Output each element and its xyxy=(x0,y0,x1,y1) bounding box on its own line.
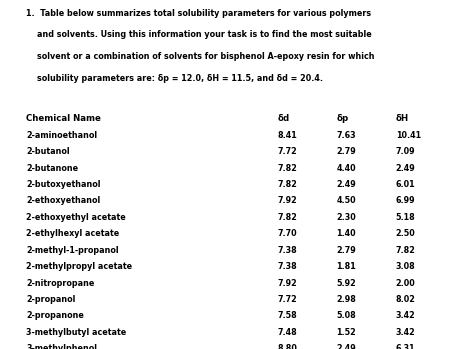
Text: 7.72: 7.72 xyxy=(277,147,297,156)
Text: 7.48: 7.48 xyxy=(277,328,297,337)
Text: 4.50: 4.50 xyxy=(337,196,356,206)
Text: 2-ethylhexyl acetate: 2-ethylhexyl acetate xyxy=(26,229,119,238)
Text: 7.82: 7.82 xyxy=(396,246,416,255)
Text: and solvents. Using this information your task is to find the most suitable: and solvents. Using this information you… xyxy=(26,30,372,39)
Text: solubility parameters are: δp = 12.0, δH = 11.5, and δd = 20.4.: solubility parameters are: δp = 12.0, δH… xyxy=(26,74,323,83)
Text: 7.38: 7.38 xyxy=(277,246,297,255)
Text: 2-nitropropane: 2-nitropropane xyxy=(26,279,94,288)
Text: 2-propanone: 2-propanone xyxy=(26,311,84,320)
Text: 5.18: 5.18 xyxy=(396,213,416,222)
Text: 2.30: 2.30 xyxy=(337,213,356,222)
Text: 6.31: 6.31 xyxy=(396,344,415,349)
Text: 7.58: 7.58 xyxy=(277,311,297,320)
Text: 2.49: 2.49 xyxy=(337,180,356,189)
Text: 7.72: 7.72 xyxy=(277,295,297,304)
Text: 2.49: 2.49 xyxy=(396,164,416,173)
Text: 2-methylpropyl acetate: 2-methylpropyl acetate xyxy=(26,262,132,271)
Text: 7.63: 7.63 xyxy=(337,131,356,140)
Text: 3.42: 3.42 xyxy=(396,328,416,337)
Text: 2-aminoethanol: 2-aminoethanol xyxy=(26,131,97,140)
Text: 8.80: 8.80 xyxy=(277,344,297,349)
Text: 2.50: 2.50 xyxy=(396,229,416,238)
Text: 6.01: 6.01 xyxy=(396,180,415,189)
Text: 2-ethoxyethanol: 2-ethoxyethanol xyxy=(26,196,100,206)
Text: 8.02: 8.02 xyxy=(396,295,416,304)
Text: 1.40: 1.40 xyxy=(337,229,356,238)
Text: 2.00: 2.00 xyxy=(396,279,416,288)
Text: 2-butanone: 2-butanone xyxy=(26,164,78,173)
Text: 7.82: 7.82 xyxy=(277,164,297,173)
Text: δp: δp xyxy=(337,114,349,124)
Text: 2-butanol: 2-butanol xyxy=(26,147,70,156)
Text: 2.79: 2.79 xyxy=(337,246,356,255)
Text: 8.41: 8.41 xyxy=(277,131,297,140)
Text: 1.81: 1.81 xyxy=(337,262,356,271)
Text: 2.98: 2.98 xyxy=(337,295,356,304)
Text: 2-ethoxyethyl acetate: 2-ethoxyethyl acetate xyxy=(26,213,126,222)
Text: 3.42: 3.42 xyxy=(396,311,416,320)
Text: solvent or a combination of solvents for bisphenol A-epoxy resin for which: solvent or a combination of solvents for… xyxy=(26,52,374,61)
Text: 7.92: 7.92 xyxy=(277,279,297,288)
Text: 7.70: 7.70 xyxy=(277,229,297,238)
Text: 6.99: 6.99 xyxy=(396,196,415,206)
Text: 2.49: 2.49 xyxy=(337,344,356,349)
Text: 7.09: 7.09 xyxy=(396,147,415,156)
Text: 1.52: 1.52 xyxy=(337,328,356,337)
Text: 5.08: 5.08 xyxy=(337,311,356,320)
Text: 4.40: 4.40 xyxy=(337,164,356,173)
Text: 3-methylbutyl acetate: 3-methylbutyl acetate xyxy=(26,328,126,337)
Text: 1.  Table below summarizes total solubility parameters for various polymers: 1. Table below summarizes total solubili… xyxy=(26,9,371,18)
Text: 2-methyl-1-propanol: 2-methyl-1-propanol xyxy=(26,246,118,255)
Text: 2-propanol: 2-propanol xyxy=(26,295,75,304)
Text: 7.82: 7.82 xyxy=(277,180,297,189)
Text: 2.79: 2.79 xyxy=(337,147,356,156)
Text: Chemical Name: Chemical Name xyxy=(26,114,101,124)
Text: 7.82: 7.82 xyxy=(277,213,297,222)
Text: δH: δH xyxy=(396,114,409,124)
Text: 7.92: 7.92 xyxy=(277,196,297,206)
Text: 3-methylphenol: 3-methylphenol xyxy=(26,344,97,349)
Text: 10.41: 10.41 xyxy=(396,131,421,140)
Text: 5.92: 5.92 xyxy=(337,279,356,288)
Text: 2-butoxyethanol: 2-butoxyethanol xyxy=(26,180,100,189)
Text: δd: δd xyxy=(277,114,290,124)
Text: 7.38: 7.38 xyxy=(277,262,297,271)
Text: 3.08: 3.08 xyxy=(396,262,416,271)
